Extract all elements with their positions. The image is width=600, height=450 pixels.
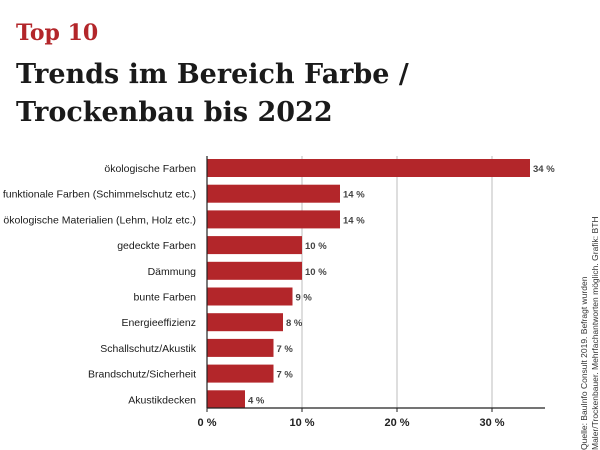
value-label: 7 %	[277, 344, 294, 355]
bars	[207, 159, 530, 409]
category-label: Schallschutz/Akustik	[100, 343, 196, 355]
x-tick-label: 30 %	[479, 417, 504, 429]
chart-kicker: Top 10	[16, 20, 99, 46]
bar	[207, 287, 293, 306]
bar	[207, 338, 274, 357]
bar	[207, 390, 245, 409]
chart-title: Trends im Bereich Farbe / Trockenbau bis…	[16, 59, 409, 128]
value-label: 4 %	[248, 395, 265, 406]
category-label: ökologische Farben	[104, 163, 196, 175]
category-label: ökologische Materialien (Lehm, Holz etc.…	[3, 214, 196, 226]
category-label: bunte Farben	[134, 292, 197, 304]
x-tick-labels: 0 % 10 % 20 % 30 %	[198, 417, 505, 429]
category-label: gedeckte Farben	[117, 240, 196, 252]
category-label: funktionale Farben (Schimmelschutz etc.)	[3, 189, 196, 201]
category-label: Dämmung	[148, 266, 197, 278]
bar	[207, 364, 274, 383]
x-tick-label: 10 %	[289, 417, 314, 429]
x-tick-label: 20 %	[384, 417, 409, 429]
source-note: Quelle: BauInfo Consult 2019. Befragt wu…	[579, 216, 600, 450]
value-label: 10 %	[305, 241, 327, 252]
bar	[207, 261, 302, 280]
value-label: 14 %	[343, 190, 365, 201]
category-label: Energieeffizienz	[121, 317, 196, 329]
category-labels: ökologische Farben funktionale Farben (Sc…	[3, 163, 197, 406]
value-label: 8 %	[286, 318, 303, 329]
x-tick-label: 0 %	[198, 417, 217, 429]
value-label: 7 %	[277, 370, 294, 381]
bar	[207, 210, 340, 229]
value-labels: 34 % 14 % 14 % 10 % 10 % 9 % 8 % 7 % 7 % 4 %	[248, 164, 555, 406]
bar	[207, 184, 340, 203]
value-label: 34 %	[533, 164, 555, 175]
axes	[206, 156, 545, 412]
value-label: 9 %	[296, 293, 313, 304]
bar	[207, 159, 530, 177]
category-label: Brandschutz/Sicherheit	[88, 369, 196, 381]
value-label: 10 %	[305, 267, 327, 278]
bar	[207, 313, 283, 332]
value-label: 14 %	[343, 215, 365, 226]
category-label: Akustikdecken	[128, 394, 196, 406]
bar	[207, 236, 302, 255]
